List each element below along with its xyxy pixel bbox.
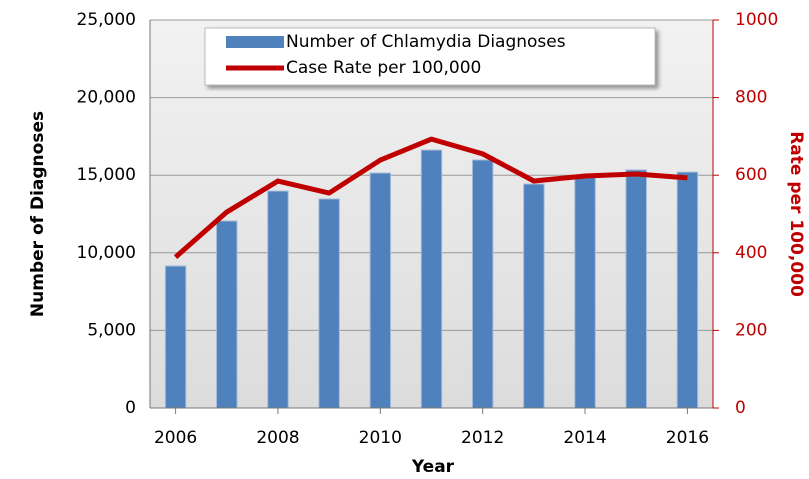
bar [420, 149, 443, 409]
y2-tick-label: 800 [735, 88, 767, 108]
bar [574, 176, 596, 409]
x-tick-label: 2014 [563, 428, 606, 448]
x-tick-label: 2016 [666, 428, 709, 448]
x-tick-label: 2012 [461, 428, 504, 448]
y2-tick-label: 1000 [735, 10, 778, 30]
bar [216, 220, 238, 409]
y-tick-label: 10,000 [77, 243, 136, 263]
bar [523, 183, 545, 409]
y-tick-label: 25,000 [77, 10, 136, 30]
y-tick-label: 0 [125, 398, 136, 418]
legend-label: Case Rate per 100,000 [286, 58, 481, 78]
bar [267, 190, 289, 409]
y2-tick-label: 400 [735, 243, 767, 263]
y-tick-label: 20,000 [77, 88, 136, 108]
bar [625, 169, 647, 409]
y2-tick-label: 200 [735, 320, 767, 340]
line [173, 136, 688, 259]
bar [318, 198, 340, 409]
y2-axis-title: Rate per 100,000 [786, 131, 806, 297]
bar [471, 159, 494, 409]
legend-label: Number of Chlamydia Diagnoses [286, 32, 566, 52]
bar [369, 172, 392, 409]
legend-swatch [226, 36, 284, 48]
bar [676, 171, 699, 409]
x-axis-title: Year [411, 457, 455, 477]
y2-tick-label: 600 [735, 165, 767, 185]
x-tick-label: 2010 [359, 428, 402, 448]
y-tick-label: 5,000 [87, 320, 136, 340]
bar [164, 265, 187, 409]
x-tick-label: 2008 [256, 428, 299, 448]
y2-tick-label: 0 [735, 398, 746, 418]
x-tick-label: 2006 [154, 428, 197, 448]
y-axis-title: Number of Diagnoses [28, 111, 48, 317]
y-tick-label: 15,000 [77, 165, 136, 185]
